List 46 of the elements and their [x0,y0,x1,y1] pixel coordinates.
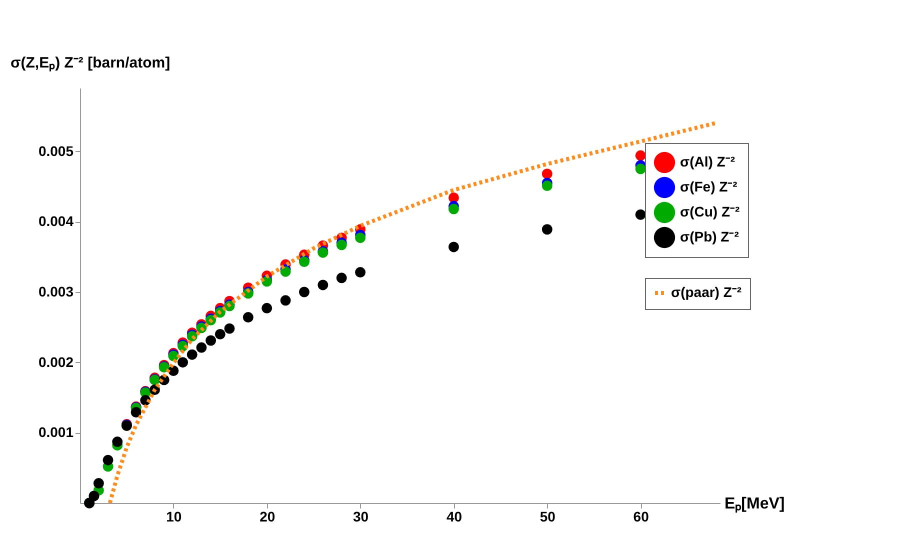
legend-label: σ(Cu) Z⁻² [680,204,740,220]
point [355,232,366,244]
legend-label: σ(Fe) Z⁻² [680,178,738,194]
point [542,180,552,192]
point [635,150,646,161]
x-axis-title: Eₚ[MeV] [724,496,785,514]
point [262,302,272,314]
y-tick-label: 0.004 [38,213,74,230]
point [196,342,207,353]
point [635,164,646,174]
point [178,357,188,368]
line-series [108,121,718,503]
point [448,242,459,252]
legend-label: σ(Al) Z⁻² [680,154,736,170]
point [112,436,123,448]
point [102,454,114,466]
point [280,295,291,306]
point [448,204,459,214]
y-tick-label: 0.002 [38,354,74,370]
point [336,240,347,250]
y-tick-label: 0.003 [38,283,74,300]
x-tick-label: 20 [260,508,276,524]
point [355,267,366,278]
point [206,335,216,346]
x-tick-label: 30 [353,508,369,524]
point [186,349,198,360]
point [93,478,104,489]
point [242,312,254,323]
legend-label: σ(Pb) Z⁻² [680,228,740,244]
x-tick-label: 40 [446,508,462,524]
point [130,407,142,418]
point [635,209,646,220]
y-tick-label: 0.001 [38,424,74,440]
point [298,286,310,298]
point [542,168,552,180]
point [336,272,347,284]
y-tick-label: 0.005 [38,142,74,159]
point [542,224,552,235]
y-axis-title: σ(Z,Eₚ) Z⁻² [barn/atom] [10,54,170,72]
point [318,280,328,290]
point [224,323,235,334]
x-tick-label: 10 [166,508,182,524]
legend-label: σ(paar) Z⁻² [671,284,742,300]
point [214,328,226,340]
x-tick-label: 60 [633,508,650,524]
x-tick-label: 50 [540,508,556,524]
